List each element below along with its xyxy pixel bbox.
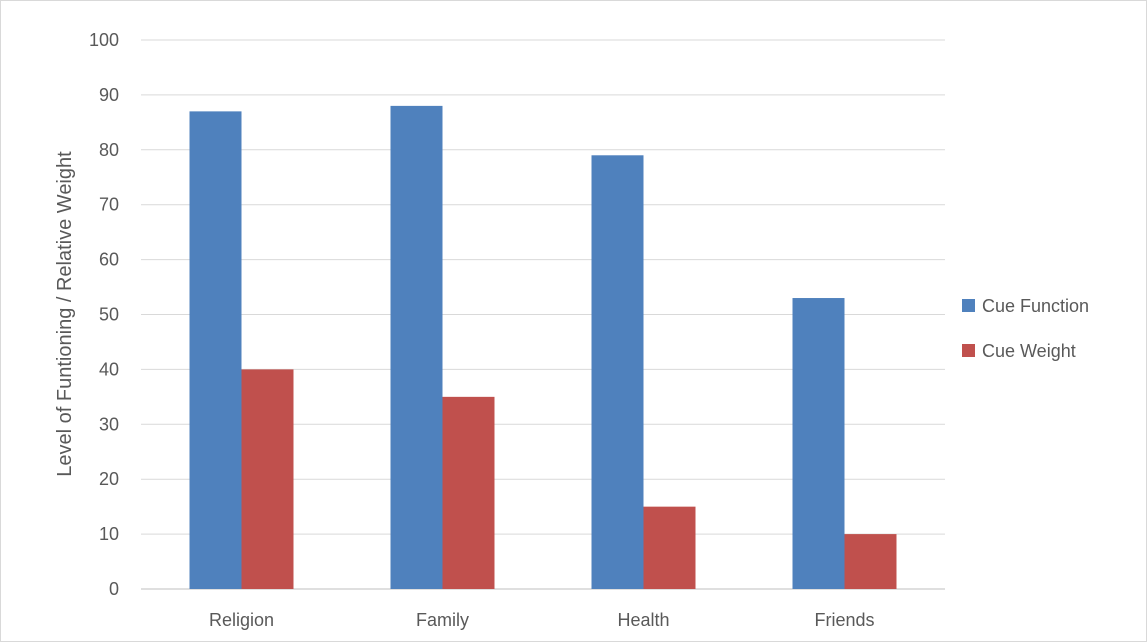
x-tick-label: Religion [209,610,274,630]
y-tick-label: 70 [99,195,119,215]
x-tick-labels: Religion Family Health Friends [209,610,875,630]
legend-label: Cue Weight [982,341,1076,361]
y-tick-label: 40 [99,359,119,379]
legend: Cue Function Cue Weight [962,296,1089,361]
x-tick-label: Family [416,610,469,630]
y-tick-label: 10 [99,524,119,544]
bar-cue-function-religion [189,111,242,590]
y-tick-label: 90 [99,85,119,105]
bar-cue-function-family [390,105,443,589]
x-tick-label: Friends [814,610,874,630]
y-tick-label: 60 [99,250,119,270]
bar-cue-weight-family [442,396,495,589]
bar-cue-function-health [591,155,644,590]
y-tick-label: 80 [99,140,119,160]
y-tick-label: 100 [89,30,119,50]
x-tick-label: Health [617,610,669,630]
legend-swatch [962,344,975,357]
bar-cue-weight-religion [241,369,294,589]
legend-swatch [962,299,975,312]
bars [189,105,897,590]
y-tick-label: 30 [99,414,119,434]
y-axis-title: Level of Funtioning / Relative Weight [54,151,76,477]
legend-label: Cue Function [982,296,1089,316]
bar-cue-function-friends [792,298,845,589]
y-tick-label: 0 [109,579,119,599]
bar-cue-weight-friends [844,534,897,589]
y-tick-label: 50 [99,305,119,325]
y-tick-labels: 0 10 20 30 40 50 60 70 80 90 100 [89,30,119,599]
bar-cue-weight-health [643,506,696,589]
y-tick-label: 20 [99,469,119,489]
